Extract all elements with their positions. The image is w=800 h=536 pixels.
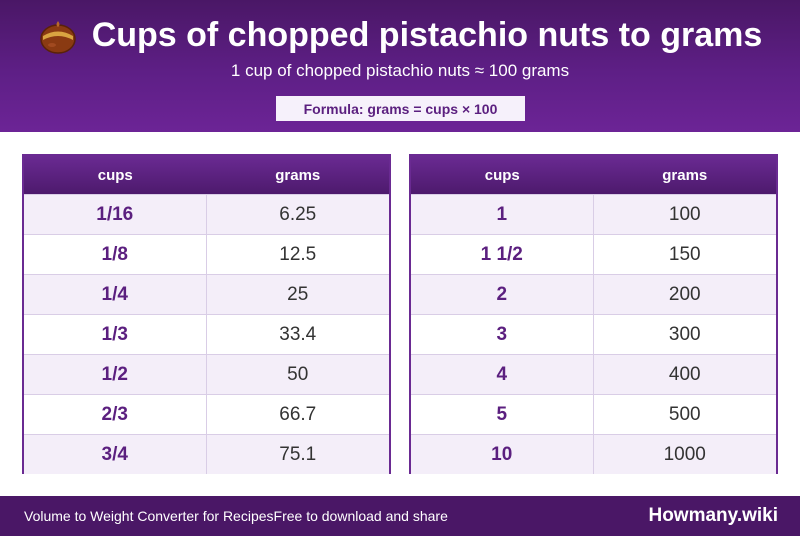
- column-header-grams: grams: [275, 166, 321, 184]
- conversion-table-left: cups grams 1/16 6.25 1/8 12.5 1/4 25 1/3 33.…: [22, 154, 391, 474]
- grams-cell: 66.7: [279, 403, 317, 425]
- table-header: cups grams: [24, 156, 389, 194]
- column-header-grams: grams: [662, 166, 708, 184]
- footer-share-text: Free to download and share: [273, 508, 448, 524]
- cups-cell: 1 1/2: [411, 235, 594, 274]
- footer-tagline: Volume to Weight Converter for Recipes Fr…: [24, 496, 448, 536]
- nut-icon: [39, 21, 76, 54]
- cups-cell: 3: [411, 315, 594, 354]
- table-row: 1/8 12.5: [24, 234, 389, 274]
- grams-cell: 25: [287, 283, 309, 305]
- conversion-table-right: cups grams 1 100 1 1/2 150 2 200 3 300 4 400 …: [409, 154, 778, 474]
- grams-cell: 400: [668, 363, 701, 385]
- grams-cell: 500: [668, 403, 701, 425]
- table-row: 5 500: [411, 394, 776, 434]
- footer-converter-text: Volume to Weight Converter for Recipes: [24, 508, 274, 524]
- cups-cell: 1/16: [24, 195, 207, 234]
- grams-cell: 6.25: [279, 203, 317, 225]
- formula-badge: Formula: grams = cups × 100: [276, 96, 525, 121]
- column-header-cups: cups: [484, 166, 520, 184]
- grams-cell: 150: [668, 243, 701, 265]
- grams-cell: 200: [668, 283, 701, 305]
- cups-cell: 1/3: [24, 315, 207, 354]
- table-row: 3 300: [411, 314, 776, 354]
- brand-link[interactable]: Howmany.wiki: [648, 505, 778, 526]
- table-row: 3/4 75.1: [24, 434, 389, 474]
- table-row: 1 1/2 150: [411, 234, 776, 274]
- cups-cell: 2/3: [24, 395, 207, 434]
- grams-cell: 33.4: [279, 323, 317, 345]
- footer: Volume to Weight Converter for Recipes Fr…: [0, 496, 800, 536]
- table-row: 1 100: [411, 194, 776, 234]
- grams-cell: 50: [287, 363, 309, 385]
- cups-cell: 1: [411, 195, 594, 234]
- title-row: Cups of chopped pistachio nuts to grams: [0, 12, 800, 58]
- subtitle: 1 cup of chopped pistachio nuts ≈ 100 gr…: [230, 61, 570, 80]
- table-row: 1/3 33.4: [24, 314, 389, 354]
- header: Cups of chopped pistachio nuts to grams …: [0, 0, 800, 132]
- cups-cell: 1/2: [24, 355, 207, 394]
- grams-cell: 100: [668, 203, 701, 225]
- table-row: 2 200: [411, 274, 776, 314]
- cups-cell: 1/4: [24, 275, 207, 314]
- cups-cell: 10: [411, 435, 594, 474]
- table-row: 4 400: [411, 354, 776, 394]
- table-row: 1/2 50: [24, 354, 389, 394]
- grams-cell: 12.5: [279, 243, 317, 265]
- cups-cell: 3/4: [24, 435, 207, 474]
- page-title: Cups of chopped pistachio nuts to grams: [91, 16, 763, 54]
- table-header: cups grams: [411, 156, 776, 194]
- table-row: 2/3 66.7: [24, 394, 389, 434]
- grams-cell: 1000: [663, 443, 706, 465]
- column-header-cups: cups: [97, 166, 133, 184]
- grams-cell: 300: [668, 323, 701, 345]
- cups-cell: 4: [411, 355, 594, 394]
- cups-cell: 5: [411, 395, 594, 434]
- cups-cell: 2: [411, 275, 594, 314]
- cups-cell: 1/8: [24, 235, 207, 274]
- table-row: 1/16 6.25: [24, 194, 389, 234]
- table-row: 10 1000: [411, 434, 776, 474]
- table-row: 1/4 25: [24, 274, 389, 314]
- grams-cell: 75.1: [279, 443, 317, 465]
